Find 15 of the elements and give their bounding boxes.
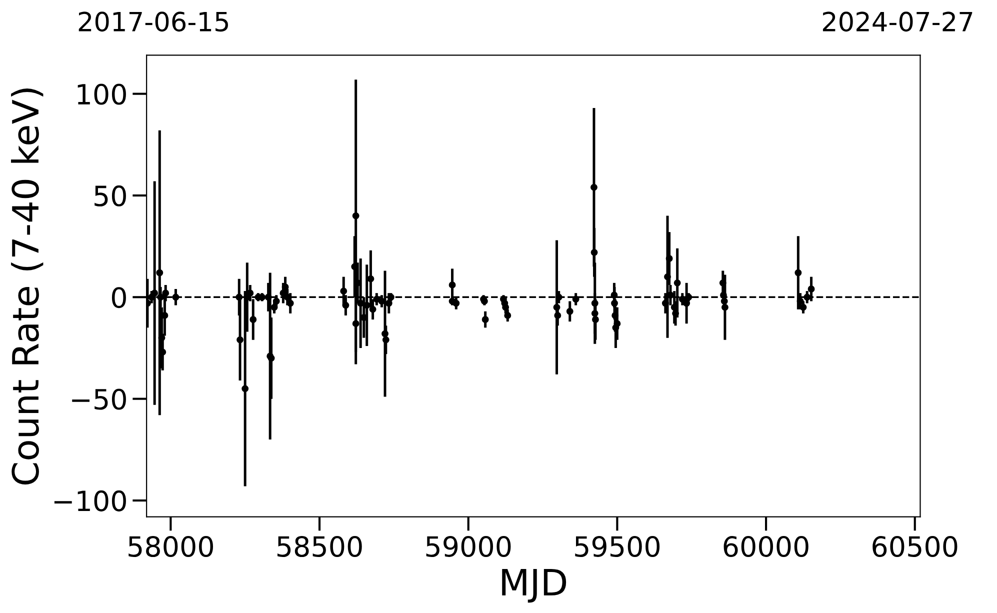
y-tick-label: 100	[78, 84, 126, 105]
y-tick-label: −50	[72, 388, 126, 410]
y-axis-title: Count Rate (7-40 keV)	[11, 88, 44, 484]
x-axis-title: MJD	[502, 569, 566, 603]
text: 2017-06-15	[78, 12, 228, 32]
x-tick-label: 60000	[724, 536, 808, 558]
x-tick-label: 58500	[277, 536, 362, 558]
x-tick-label: 58000	[128, 536, 214, 558]
x-tick-label: 60500	[872, 536, 958, 558]
x-tick-label: 59000	[426, 536, 511, 558]
y-tick-label: 50	[94, 185, 126, 206]
text: 2024-07-27	[822, 12, 972, 32]
y-tick-label: −100	[54, 490, 126, 512]
y-tick-label: 0	[112, 287, 126, 308]
x-tick-label: 59500	[575, 536, 660, 558]
